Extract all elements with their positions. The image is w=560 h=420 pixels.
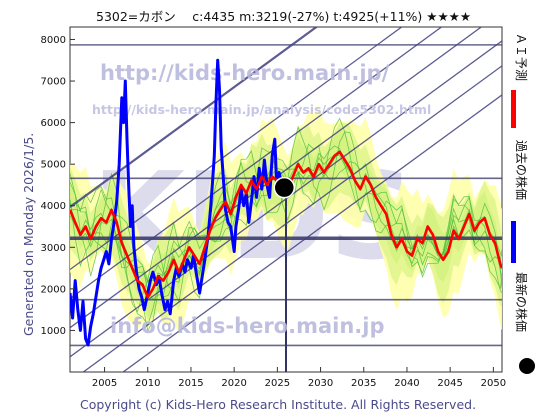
x-tick-label-2045: 2045 xyxy=(437,378,462,389)
trend-line-0 xyxy=(122,94,502,372)
legend-past-swatch xyxy=(511,221,516,263)
y-tick-label-2000: 2000 xyxy=(41,284,66,295)
chart-header: 5302=カボン c:4435 m:3219(-27%) t:4925(+11%… xyxy=(96,9,471,24)
x-tick-label-2010: 2010 xyxy=(135,378,160,389)
trend-line-5 xyxy=(70,27,403,271)
email-watermark: info@kids-hero.main.jp xyxy=(110,314,385,338)
trend-line-6 xyxy=(70,27,319,209)
trend-lines xyxy=(70,27,502,372)
x-tick-label-2025: 2025 xyxy=(265,378,290,389)
legend-latest-label: 最新の株価 xyxy=(514,272,529,332)
y-tick-label-5000: 5000 xyxy=(41,160,66,171)
legend-forecast-label: ＡＩ予測 xyxy=(514,33,528,81)
x-tick-label-2015: 2015 xyxy=(178,378,203,389)
legend: ＡＩ予測 過去の株価 最新の株価 xyxy=(511,33,535,374)
copyright: Copyright (c) Kids-Hero Research Institu… xyxy=(80,397,476,412)
legend-latest-dot xyxy=(519,358,535,374)
x-tick-label-2030: 2030 xyxy=(308,378,333,389)
url-watermark: http://kids-hero.main.jp/ xyxy=(100,61,390,85)
x-tick-label-2020: 2020 xyxy=(221,378,246,389)
trend-line-3 xyxy=(70,27,483,329)
axes: 1000 2000 3000 4000 5000 6000 7000 8000 2005 2010… xyxy=(41,35,507,389)
y-tick-label-3000: 3000 xyxy=(41,243,66,254)
trend-line-4 xyxy=(70,27,443,300)
legend-past-label: 過去の株価 xyxy=(514,140,529,200)
y-tick-label-4000: 4000 xyxy=(41,201,66,212)
analysis-url-watermark: http://kids-hero.main.jp/analysis/code53… xyxy=(92,102,431,117)
x-tick-label-2040: 2040 xyxy=(394,378,419,389)
generated-date: Generated on Monday 2026/1/5. xyxy=(21,133,36,336)
x-tick-label-2005: 2005 xyxy=(92,378,117,389)
x-tick-label-2050: 2050 xyxy=(481,378,506,389)
trend-line-1 xyxy=(82,65,502,372)
y-tick-label-6000: 6000 xyxy=(41,118,66,129)
grid-lines xyxy=(70,44,502,372)
y-tick-label-8000: 8000 xyxy=(41,35,66,46)
y-tick-label-1000: 1000 xyxy=(41,326,66,337)
y-tick-label-7000: 7000 xyxy=(41,77,66,88)
x-tick-label-2035: 2035 xyxy=(351,378,376,389)
legend-forecast-swatch xyxy=(511,90,516,128)
latest-price-marker xyxy=(273,176,296,199)
markers xyxy=(273,176,296,199)
plot-layer: KIDS http://kids-hero.main.jp/ http://ki… xyxy=(70,27,502,372)
